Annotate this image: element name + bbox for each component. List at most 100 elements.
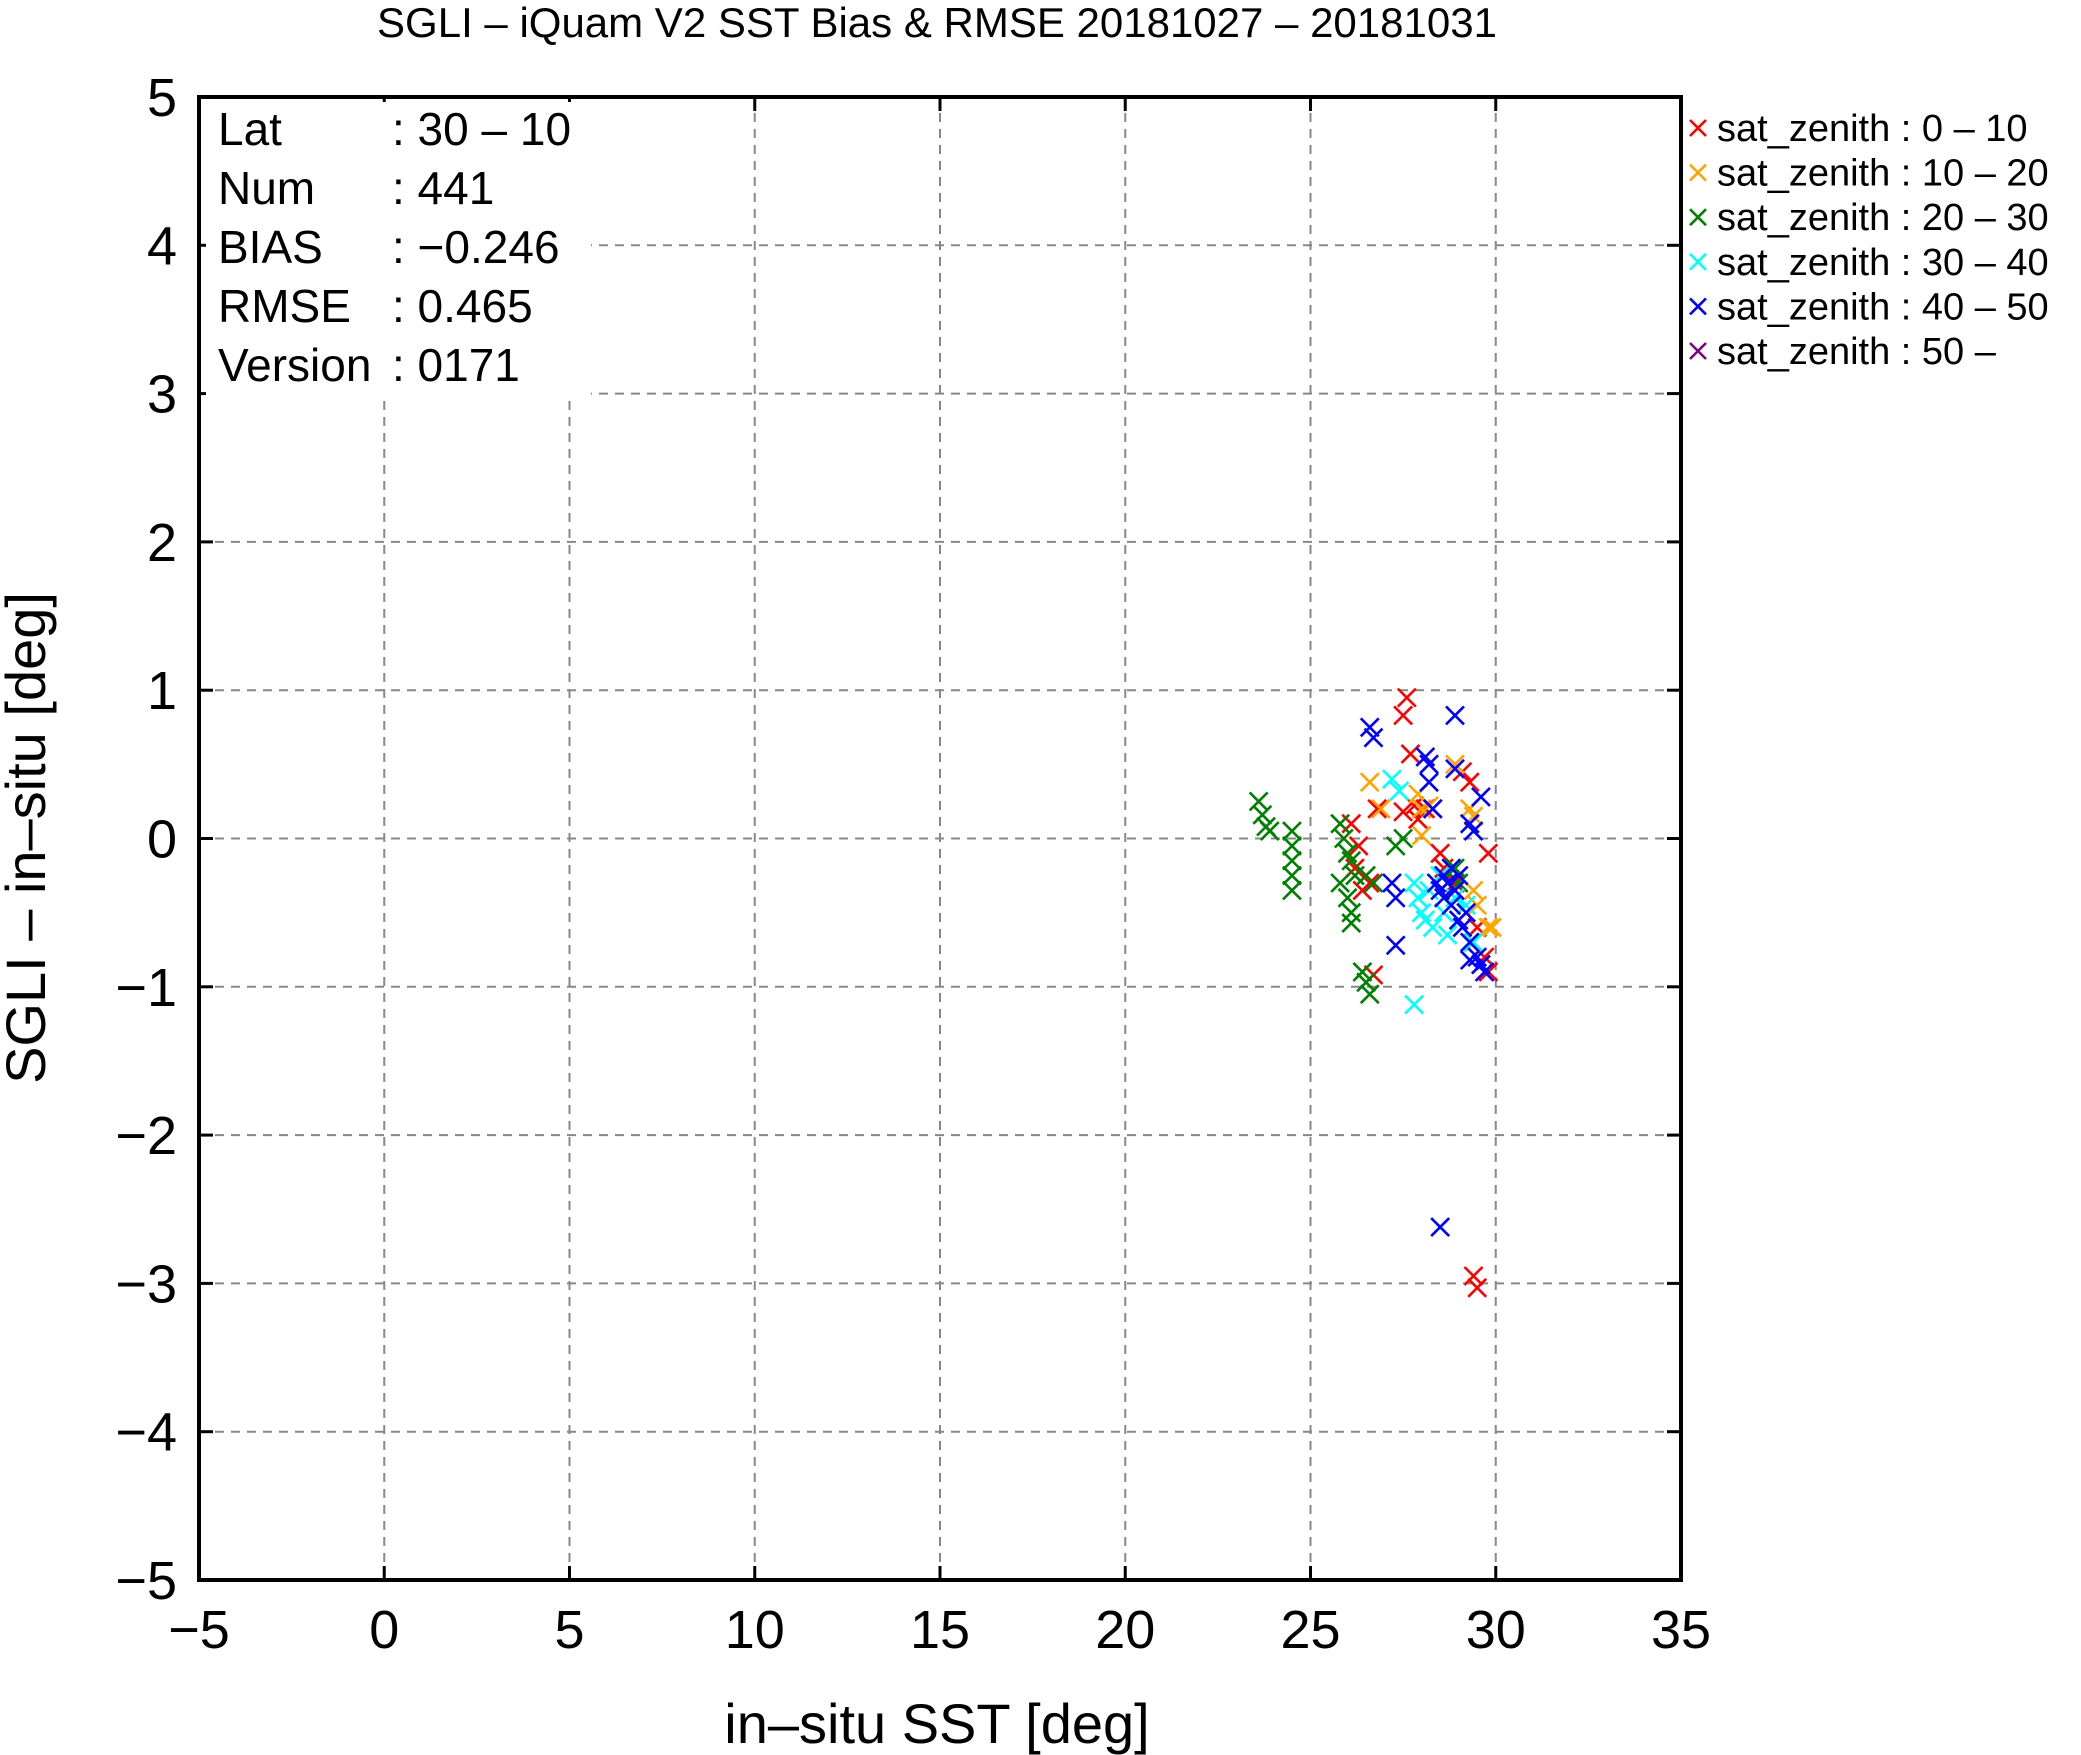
data-point <box>1419 772 1439 793</box>
data-point <box>1352 962 1373 982</box>
data-point <box>1430 1217 1451 1237</box>
data-point <box>1385 887 1406 908</box>
x-tick-label: 15 <box>910 1600 970 1660</box>
y-tick-label: 4 <box>147 216 177 276</box>
data-point <box>1448 865 1469 886</box>
data-point <box>1367 798 1388 819</box>
data-point <box>1408 887 1428 908</box>
data-point <box>1282 865 1302 886</box>
x-tick-labels: −5 0 5 10 15 20 25 30 35 <box>168 1600 1711 1660</box>
data-point <box>1282 835 1302 856</box>
data-point <box>1352 880 1373 901</box>
stats-key: RMSE <box>218 280 351 332</box>
data-point <box>1363 873 1384 893</box>
data-point <box>1359 772 1380 793</box>
data-point <box>1282 880 1302 901</box>
data-point <box>1248 791 1269 812</box>
x-tick-label: 20 <box>1095 1600 1155 1660</box>
data-point <box>1396 687 1417 708</box>
data-point <box>1359 717 1380 738</box>
data-point <box>1348 835 1369 856</box>
stats-value: : 30 – 10 <box>392 103 571 155</box>
stats-box-background <box>206 102 591 399</box>
data-point <box>1330 873 1351 893</box>
legend-label: sat_zenith : 50 – <box>1717 331 1997 373</box>
data-point <box>1456 895 1477 916</box>
y-tick-label: 2 <box>147 513 177 573</box>
stats-box: Lat: 30 – 10 Num: 441 BIAS: −0.246 RMSE: 0.… <box>206 102 591 399</box>
stats-key: Num <box>218 162 315 214</box>
x-axis-label: in–situ SST [deg] <box>724 1692 1149 1755</box>
y-tick-label: 3 <box>147 365 177 425</box>
legend-marker <box>1689 119 1707 137</box>
data-point <box>1382 873 1402 893</box>
data-point <box>1385 935 1406 956</box>
data-point <box>1482 917 1502 938</box>
y-tick-label: −5 <box>115 1551 177 1611</box>
data-point <box>1252 804 1273 825</box>
data-point <box>1459 932 1480 953</box>
stats-value: : 0171 <box>392 339 520 391</box>
legend-marker <box>1689 252 1707 271</box>
data-point <box>1452 917 1473 938</box>
plot-frame <box>197 95 1683 1582</box>
data-point <box>1393 828 1414 849</box>
data-point <box>1330 813 1351 834</box>
data-point <box>1282 821 1302 842</box>
x-tick-label: 5 <box>554 1600 584 1660</box>
x-tick-label: 30 <box>1466 1600 1526 1660</box>
stats-key: Lat <box>218 103 282 155</box>
y-tick-label: −2 <box>115 1106 177 1166</box>
data-point <box>1382 769 1402 790</box>
data-point <box>1363 727 1384 748</box>
data-point <box>1419 754 1439 775</box>
data-point <box>1471 787 1491 807</box>
grid-lines <box>199 97 1681 1580</box>
x-tick-label: 35 <box>1651 1600 1711 1660</box>
data-point <box>1478 843 1499 864</box>
data-point <box>1333 828 1354 849</box>
legend-label: sat_zenith : 0 – 10 <box>1717 108 2028 150</box>
legend-marker <box>1689 163 1707 182</box>
legend-label: sat_zenith : 20 – 30 <box>1717 197 2049 239</box>
data-point <box>1467 1277 1488 1298</box>
data-point <box>1393 705 1414 726</box>
data-point <box>1408 809 1428 830</box>
data-point <box>1422 798 1443 819</box>
legend-marker <box>1689 342 1707 360</box>
data-point <box>1474 962 1495 982</box>
data-point <box>1370 798 1391 819</box>
data-point <box>1404 994 1425 1015</box>
data-points <box>1248 687 1502 1298</box>
data-point <box>1259 821 1280 842</box>
x-tick-label: −5 <box>168 1600 230 1660</box>
stats-value: : 0.465 <box>392 280 533 332</box>
data-point <box>1411 825 1432 846</box>
y-tick-label: 1 <box>147 661 177 721</box>
legend-marker <box>1689 297 1707 316</box>
chart-title: SGLI – iQuam V2 SST Bias & RMSE 20181027… <box>377 0 1497 46</box>
y-tick-label: 5 <box>147 68 177 128</box>
data-point <box>1445 758 1465 779</box>
data-point <box>1445 705 1465 726</box>
y-tick-label: −4 <box>115 1403 177 1463</box>
legend-label: sat_zenith : 30 – 40 <box>1717 242 2049 284</box>
data-point <box>1393 801 1414 822</box>
data-point <box>1445 754 1465 775</box>
data-point <box>1437 924 1458 945</box>
data-point <box>1445 880 1465 901</box>
data-point <box>1341 913 1362 933</box>
data-point <box>1422 917 1443 938</box>
y-tick-label: 0 <box>147 810 177 870</box>
stats-value: : 441 <box>392 162 494 214</box>
data-point <box>1456 902 1477 923</box>
data-point <box>1463 1266 1484 1286</box>
stats-key: BIAS <box>218 221 323 273</box>
data-point <box>1341 902 1362 923</box>
x-tick-label: 10 <box>725 1600 785 1660</box>
data-point <box>1459 950 1480 971</box>
data-point <box>1282 850 1302 871</box>
legend-label: sat_zenith : 10 – 20 <box>1717 153 2049 195</box>
